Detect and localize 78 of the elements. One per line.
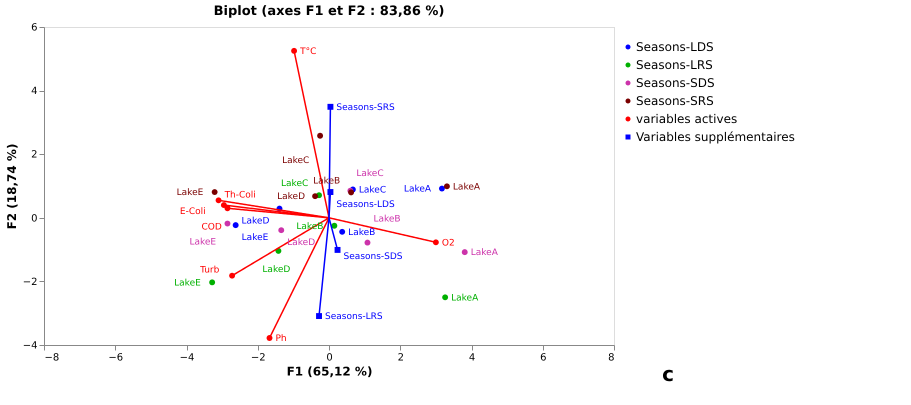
- data-label: LakeD: [262, 264, 290, 275]
- data-label: LakeD: [277, 192, 306, 202]
- data-label: LakeC: [358, 186, 386, 196]
- data-label: LakeC: [282, 156, 310, 166]
- y-axis-title: F2 (18,74 %): [4, 144, 19, 230]
- point: [224, 220, 230, 226]
- point: [266, 335, 272, 341]
- data-label: LakeE: [176, 188, 204, 198]
- legend-label: Seasons-SDS: [636, 76, 715, 90]
- y-tick-label: 6: [31, 22, 38, 34]
- point: [364, 240, 370, 246]
- x-tick-label: 2: [398, 352, 404, 364]
- data-label: LakeA: [470, 248, 499, 258]
- x-tick-label: −2: [250, 352, 266, 364]
- data-label: Seasons-SDS: [344, 252, 403, 262]
- y-tick-label: −2: [22, 276, 38, 288]
- data-label: LakeA: [451, 293, 480, 304]
- point: [312, 193, 318, 200]
- x-tick-label: −8: [44, 352, 60, 364]
- data-label: LakeA: [452, 182, 481, 192]
- data-label: Seasons-LRS: [325, 312, 383, 322]
- data-label: LakeD: [241, 216, 270, 227]
- y-tick-label: −4: [22, 340, 38, 352]
- point: [229, 272, 236, 279]
- data-label: LakeE: [174, 278, 202, 288]
- data-label: LakeB: [373, 214, 401, 225]
- data-label: LakeE: [242, 233, 269, 244]
- chart-title: Biplot (axes F1 et F2 : 83,86 %): [214, 4, 444, 19]
- point: [327, 104, 334, 110]
- point: [444, 183, 450, 190]
- data-label: LakeB: [348, 228, 376, 238]
- point: [291, 48, 298, 54]
- data-label: Turb: [199, 266, 220, 276]
- point: [212, 189, 218, 195]
- data-label: LakeE: [189, 238, 216, 248]
- point: [438, 186, 445, 192]
- data-label: COD: [201, 222, 222, 232]
- data-label: E-Coli: [180, 207, 206, 218]
- data-label: LakeA: [404, 184, 432, 195]
- legend-label: Seasons-LDS: [636, 40, 714, 54]
- data-label: Th-Coli: [224, 190, 256, 200]
- legend-label: Seasons-LRS: [636, 58, 713, 72]
- data-label: Seasons-LDS: [336, 200, 395, 210]
- point: [462, 249, 468, 256]
- point: [327, 189, 334, 195]
- y-tick-label: 2: [31, 150, 38, 161]
- x-tick-label: −6: [108, 352, 124, 364]
- point: [432, 239, 439, 246]
- x-tick-label: −4: [180, 352, 194, 364]
- x-tick-label: 0: [326, 352, 333, 364]
- point: [216, 197, 222, 204]
- point: [331, 222, 338, 229]
- point: [209, 279, 216, 286]
- text: c: [662, 362, 674, 386]
- point: [220, 202, 227, 208]
- x-tick-label: 4: [468, 352, 476, 364]
- data-label: T°C: [299, 46, 316, 57]
- data-label: Seasons-SRS: [336, 102, 395, 113]
- point: [339, 228, 346, 235]
- point: [316, 313, 322, 320]
- x-axis-title: F1 (65,12 %): [286, 364, 372, 378]
- data-label: LakeC: [281, 179, 308, 190]
- point: [278, 227, 284, 234]
- x-tick-label: 8: [608, 352, 614, 364]
- data-label: LakeD: [287, 238, 316, 248]
- legend-label: Seasons-SRS: [636, 94, 714, 108]
- data-label: Ph: [276, 334, 287, 344]
- data-label: LakeC: [356, 168, 384, 179]
- point: [317, 132, 324, 139]
- data-label: O2: [442, 238, 455, 248]
- point: [232, 222, 239, 228]
- point: [334, 246, 341, 253]
- legend-label: variables actives: [636, 112, 738, 126]
- y-tick-label: 0: [31, 213, 38, 224]
- legend-label: Variables supplémentaires: [636, 130, 795, 144]
- x-tick-label: 6: [540, 352, 546, 364]
- point: [442, 294, 448, 300]
- y-tick-label: 4: [31, 86, 38, 98]
